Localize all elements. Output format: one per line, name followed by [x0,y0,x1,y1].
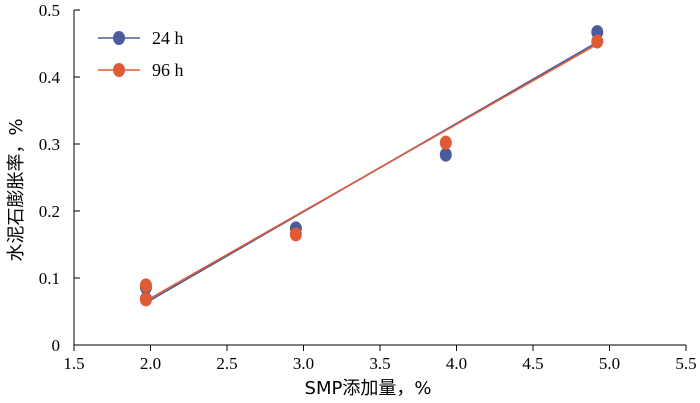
x-tick-label: 3.0 [293,354,314,373]
axes: 1.5 2.0 2.5 3.0 3.5 4.0 4.5 5.0 5.5 0 0.1 0.2 0.3 0.4… [39,1,697,373]
x-tick-label: 1.5 [63,354,84,373]
legend-marker [113,63,125,77]
legend-marker [113,31,125,45]
fit-line [145,43,598,302]
y-tick-label: 0.5 [39,1,60,20]
y-tick-label: 0.1 [39,269,60,288]
data-point [591,34,604,49]
data-points [139,25,604,307]
x-tick-label: 2.0 [140,354,161,373]
legend-label: 24 h [152,28,184,48]
data-point [139,278,152,293]
x-tick-label: 5.0 [599,354,620,373]
legend-label: 96 h [152,60,184,80]
data-point [439,147,452,162]
y-tick-label: 0.3 [39,135,60,154]
y-tick-label: 0.4 [39,68,61,87]
y-tick-label: 0.2 [39,202,60,221]
data-point [139,292,152,307]
legend: 24 h 96 h [98,28,184,80]
x-axis-title: SMP添加量，% [305,378,432,399]
y-axis-title: 水泥石膨胀率，% [6,118,27,261]
x-tick-label: 2.5 [216,354,237,373]
data-point [289,227,302,242]
x-tick-label: 4.5 [522,354,543,373]
y-tick-label: 0 [52,336,61,355]
x-tick-label: 4.0 [446,354,467,373]
x-tick-label: 5.5 [675,354,696,373]
fit-lines [145,41,598,304]
x-tick-label: 3.5 [369,354,390,373]
data-point [439,135,452,150]
